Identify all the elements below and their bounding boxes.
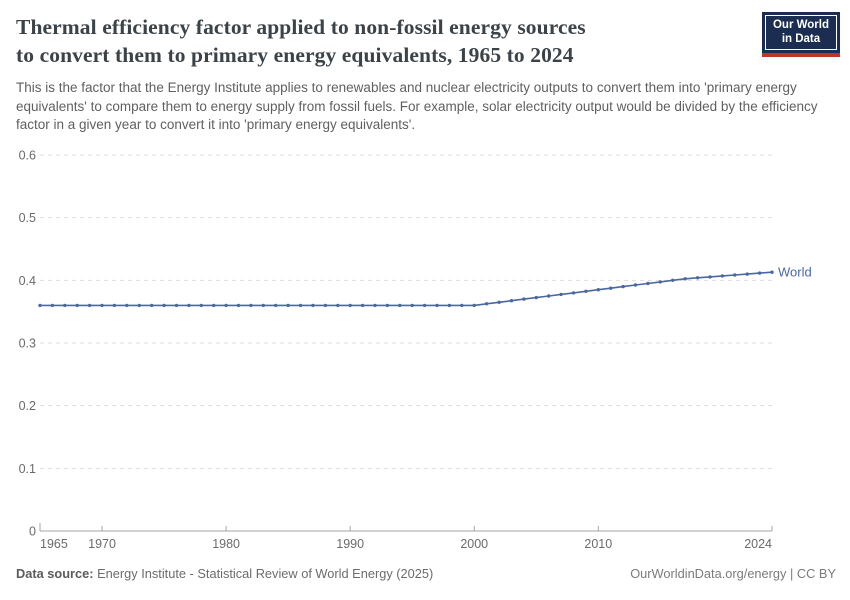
data-point[interactable] [385, 303, 390, 308]
data-point[interactable] [609, 286, 613, 290]
data-point[interactable] [559, 292, 563, 297]
data-point[interactable] [708, 275, 712, 279]
data-point[interactable] [547, 294, 551, 298]
owid-logo-text: Our World in Data [764, 15, 837, 50]
attribution-link[interactable]: OurWorldinData.org/energy | CC BY [630, 566, 836, 581]
data-point[interactable] [298, 303, 303, 308]
data-source-text: Energy Institute - Statistical Review of… [93, 566, 434, 581]
y-tick-label: 0.5 [19, 211, 36, 225]
x-tick-label: 1980 [212, 537, 240, 551]
data-point[interactable] [484, 302, 489, 306]
data-point[interactable] [472, 303, 476, 308]
data-source-label: Data source: [16, 566, 94, 581]
data-point[interactable] [323, 303, 328, 308]
data-point[interactable] [199, 303, 203, 308]
x-tick-label: 2000 [460, 537, 488, 551]
data-point[interactable] [757, 271, 762, 275]
data-point[interactable] [770, 270, 774, 274]
data-point[interactable] [745, 272, 749, 276]
data-point[interactable] [100, 303, 104, 308]
data-point[interactable] [274, 303, 278, 308]
data-point[interactable] [249, 303, 253, 308]
data-point[interactable] [286, 303, 290, 308]
x-tick-label: 1970 [88, 537, 116, 551]
y-tick-label: 0.3 [19, 337, 36, 351]
owid-logo-line1: Our World [772, 19, 829, 31]
data-point[interactable] [112, 303, 117, 308]
y-tick-label: 0 [29, 525, 36, 539]
y-tick-label: 0.1 [19, 462, 36, 476]
data-point[interactable] [336, 303, 340, 308]
data-point[interactable] [621, 284, 625, 289]
x-tick-label: 2024 [744, 537, 772, 551]
data-point[interactable] [236, 303, 241, 308]
data-point[interactable] [311, 303, 315, 308]
data-point[interactable] [447, 303, 452, 308]
y-tick-label: 0.4 [19, 274, 36, 288]
data-point[interactable] [646, 281, 650, 286]
data-point[interactable] [174, 303, 179, 308]
chart-title: Thermal efficiency factor applied to non… [16, 13, 586, 69]
y-tick-label: 0.6 [19, 149, 36, 163]
data-point[interactable] [75, 303, 79, 308]
y-tick-label: 0.2 [19, 399, 36, 413]
data-point[interactable] [50, 303, 55, 308]
x-tick-label: 1990 [336, 537, 364, 551]
world-series-line[interactable] [40, 271, 773, 307]
chart-footer: Data source: Energy Institute - Statisti… [16, 566, 836, 581]
data-point[interactable] [509, 299, 514, 303]
data-point[interactable] [150, 303, 154, 308]
data-source: Data source: Energy Institute - Statisti… [16, 566, 433, 581]
data-point[interactable] [38, 303, 42, 308]
data-point[interactable] [720, 274, 725, 278]
data-point[interactable] [187, 303, 191, 308]
data-point[interactable] [212, 303, 216, 308]
line-chart-canvas[interactable]: 0 0.1 0.2 0.3 0.4 0.5 0.6 1965 1970 1980 1990 2000 2… [0, 140, 850, 554]
data-point[interactable] [398, 303, 402, 308]
data-point[interactable] [422, 303, 427, 308]
data-point[interactable] [162, 303, 166, 308]
data-point[interactable] [373, 303, 377, 308]
data-point[interactable] [261, 303, 265, 308]
series-end-label[interactable]: World [778, 265, 812, 280]
data-point[interactable] [410, 303, 414, 308]
data-point[interactable] [683, 277, 687, 281]
data-point[interactable] [522, 297, 526, 301]
data-point[interactable] [596, 288, 600, 292]
owid-logo-line2: in Data [781, 33, 821, 45]
data-point[interactable] [534, 295, 538, 300]
data-point[interactable] [497, 300, 501, 304]
data-point[interactable] [224, 303, 228, 308]
data-point[interactable] [63, 303, 67, 308]
data-point[interactable] [137, 303, 141, 308]
owid-logo[interactable]: Our World in Data [761, 12, 840, 57]
data-point[interactable] [87, 303, 92, 308]
chart-subtitle: This is the factor that the Energy Insti… [16, 80, 818, 132]
data-point[interactable] [658, 280, 662, 284]
data-point[interactable] [435, 303, 439, 308]
data-point[interactable] [460, 303, 464, 308]
data-point[interactable] [125, 303, 129, 308]
x-tick-label: 1965 [40, 537, 68, 551]
data-point[interactable] [571, 291, 576, 295]
data-point[interactable] [584, 289, 588, 293]
data-point[interactable] [633, 283, 638, 287]
chart-title-line2: to convert them to primary energy equiva… [16, 43, 574, 67]
x-tick-label: 2010 [584, 537, 612, 551]
data-point[interactable] [348, 303, 352, 308]
data-point[interactable] [360, 303, 365, 308]
data-point[interactable] [733, 273, 737, 277]
data-point[interactable] [695, 276, 700, 280]
data-point[interactable] [671, 278, 675, 282]
chart-title-line1: Thermal efficiency factor applied to non… [16, 15, 586, 39]
